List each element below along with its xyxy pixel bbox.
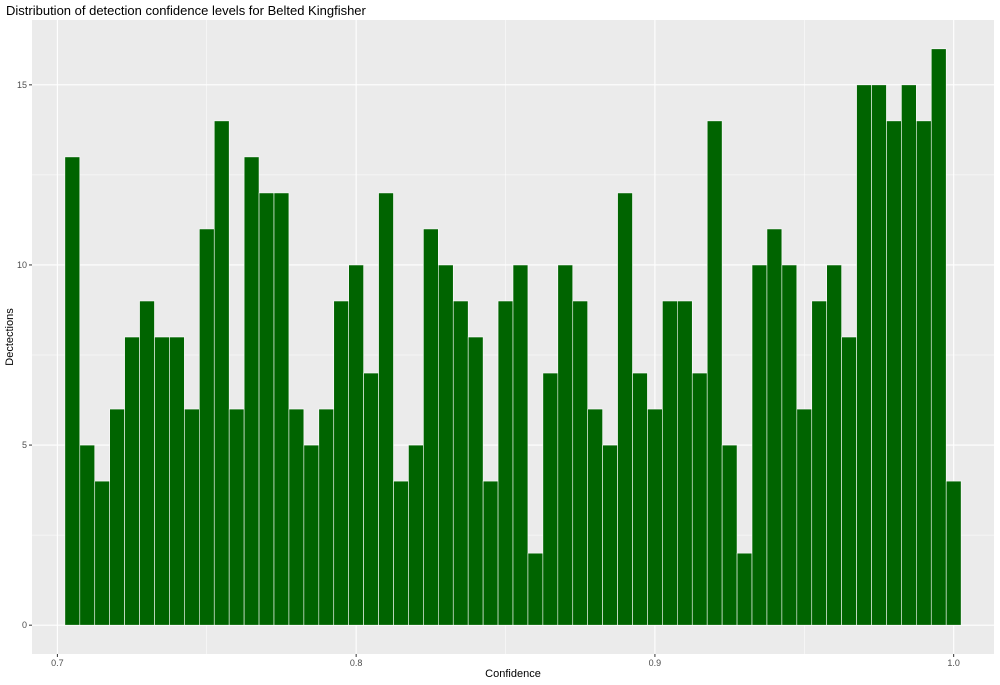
histogram-bar [632,372,648,626]
histogram-bar [871,84,887,626]
chart-title: Distribution of detection confidence lev… [6,3,366,18]
x-tick-label: 1.0 [947,658,960,668]
histogram-bar [139,300,155,626]
histogram-bar [348,264,364,626]
histogram-bar [169,336,185,626]
x-axis-title: Confidence [485,668,541,680]
histogram-bar [512,264,529,626]
histogram-bar [94,480,110,626]
histogram-bar [542,372,559,626]
histogram-bar [766,228,783,626]
histogram-bar [587,408,603,626]
histogram-bar [945,480,962,626]
histogram-bar [916,120,932,626]
histogram-bar [318,408,335,626]
histogram-bar [408,444,424,626]
histogram-bar [303,444,320,626]
histogram-bar [258,192,275,626]
histogram-bar [691,372,708,626]
y-axis-title: Dectections [4,308,16,366]
histogram-bar [662,300,678,626]
y-tick-label: 10 [17,260,27,270]
histogram-bar [677,300,693,626]
x-tick-label: 0.9 [649,658,662,668]
histogram-bar [706,120,723,626]
histogram-bar [363,372,379,626]
histogram-bar [378,192,394,626]
histogram-bar [527,552,544,626]
histogram-bar [213,120,230,626]
y-axis: 0 5 10 15 [17,80,32,630]
histogram-bar [572,300,588,626]
histogram-bar [273,192,290,626]
histogram-bar [423,228,439,626]
histogram-bar [228,408,245,626]
x-tick-label: 0.7 [51,658,64,668]
histogram-bar [154,336,170,626]
histogram-bar [482,480,499,626]
y-tick-label: 15 [17,80,27,90]
histogram-bar [811,300,827,626]
histogram-bar [438,264,454,626]
histogram-bar [199,228,215,626]
x-tick-label: 0.8 [350,658,363,668]
histogram-bar [930,48,947,626]
histogram-bar [751,264,768,626]
histogram-bar [826,264,842,626]
histogram-bar [647,408,663,626]
y-tick-label: 0 [22,620,27,630]
histogram-bar [243,156,260,626]
x-axis: 0.7 0.8 0.9 1.0 [51,654,960,668]
histogram-bar [333,300,349,626]
histogram-bar [736,552,753,626]
histogram-bar [452,300,469,626]
histogram-bar [109,408,125,626]
histogram-bar [184,408,200,626]
histogram-bar [79,444,96,626]
histogram-bar [617,192,633,626]
histogram-bar [602,444,618,626]
histogram-bar [841,336,857,626]
histogram-bar [557,264,574,626]
histogram-bar [856,84,872,626]
histogram-bar [901,84,917,626]
histogram-bar [124,336,140,626]
histogram-bar [64,156,81,626]
histogram-bar [721,444,738,626]
histogram-bar [796,408,813,626]
histogram-bar [393,480,409,626]
histogram-bar [467,336,484,626]
histogram-bar [781,264,798,626]
bars [64,48,962,626]
histogram-bar [497,300,514,626]
histogram-bar [886,120,902,626]
y-tick-label: 5 [22,440,27,450]
histogram-bar [288,408,305,626]
